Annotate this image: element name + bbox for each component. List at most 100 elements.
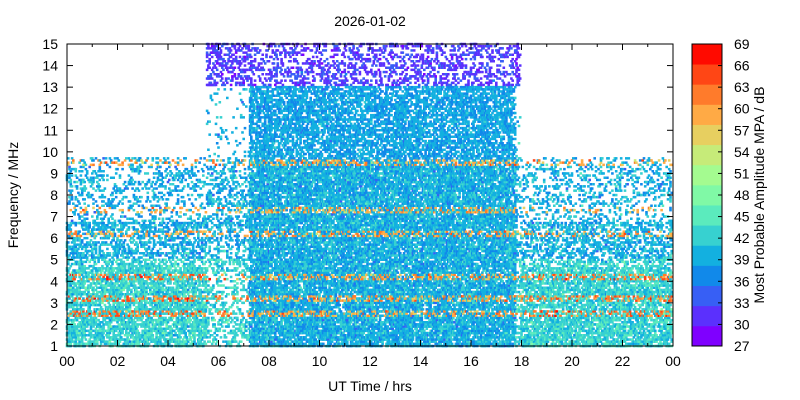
heatmap-cell bbox=[195, 226, 199, 229]
heatmap-cell bbox=[144, 264, 147, 268]
heatmap-cell bbox=[122, 224, 126, 227]
heatmap-cell bbox=[98, 295, 102, 298]
heatmap-cell bbox=[82, 198, 85, 201]
heatmap-cell bbox=[228, 340, 232, 343]
heatmap-cell bbox=[145, 334, 148, 337]
heatmap-cell bbox=[117, 239, 121, 242]
heatmap-cell bbox=[217, 297, 220, 300]
heatmap-cell bbox=[122, 269, 126, 272]
heatmap-cell bbox=[179, 303, 182, 307]
heatmap-cell bbox=[210, 295, 214, 298]
heatmap-cell bbox=[123, 340, 127, 343]
heatmap-cell bbox=[188, 290, 191, 294]
heatmap-cell bbox=[166, 301, 170, 305]
heatmap-cell bbox=[154, 217, 157, 220]
heatmap-cell bbox=[223, 277, 227, 281]
heatmap-cell bbox=[106, 308, 109, 311]
heatmap-cell bbox=[79, 159, 83, 162]
heatmap-cell bbox=[183, 200, 186, 203]
heatmap-cell bbox=[120, 260, 123, 264]
heatmap-cell bbox=[176, 288, 180, 292]
heatmap-cell bbox=[162, 211, 166, 214]
heatmap-cell bbox=[122, 303, 126, 307]
heatmap-cell bbox=[135, 310, 138, 313]
heatmap-cell bbox=[202, 305, 205, 309]
heatmap-cell bbox=[106, 234, 109, 238]
heatmap-cell bbox=[213, 79, 216, 82]
heatmap-cell bbox=[127, 338, 131, 341]
heatmap-cell bbox=[111, 200, 114, 203]
heatmap-cell bbox=[205, 195, 209, 199]
heatmap-cell bbox=[194, 249, 198, 253]
heatmap-cell bbox=[72, 249, 75, 253]
heatmap-cell bbox=[82, 282, 85, 285]
heatmap-cell bbox=[204, 277, 208, 281]
heatmap-cell bbox=[232, 301, 235, 305]
heatmap-cell bbox=[162, 271, 166, 274]
heatmap-cell bbox=[82, 159, 85, 162]
heatmap-cell bbox=[131, 310, 134, 313]
heatmap-cell bbox=[145, 183, 148, 186]
heatmap-cell bbox=[150, 221, 153, 225]
heatmap-cell bbox=[157, 258, 161, 261]
heatmap-cell bbox=[219, 70, 223, 74]
heatmap-cell bbox=[112, 176, 115, 179]
heatmap-cell bbox=[174, 185, 177, 188]
heatmap-cell bbox=[202, 297, 205, 300]
heatmap-cell bbox=[84, 334, 88, 337]
heatmap-cell bbox=[217, 321, 220, 324]
heatmap-cell bbox=[190, 219, 194, 223]
heatmap-cell bbox=[84, 271, 88, 274]
heatmap-cell bbox=[202, 170, 205, 173]
heatmap-cell bbox=[178, 170, 181, 173]
heatmap-cell bbox=[80, 170, 84, 173]
heatmap-cell bbox=[214, 342, 218, 346]
heatmap-cell bbox=[179, 293, 182, 296]
heatmap-cell bbox=[164, 243, 167, 246]
heatmap-cell bbox=[112, 293, 115, 296]
heatmap-cell bbox=[218, 312, 222, 315]
heatmap-cell bbox=[203, 256, 206, 259]
heatmap-cell bbox=[227, 323, 230, 326]
heatmap-cell bbox=[127, 277, 131, 281]
heatmap-cell bbox=[127, 267, 131, 270]
heatmap-cell bbox=[118, 174, 122, 177]
heatmap-cell bbox=[109, 243, 113, 246]
heatmap-cell bbox=[205, 198, 209, 201]
heatmap-cell bbox=[190, 310, 194, 313]
heatmap-cell bbox=[198, 284, 201, 287]
heatmap-cell bbox=[209, 329, 213, 333]
heatmap-cell bbox=[137, 172, 141, 175]
heatmap-cell bbox=[162, 308, 166, 311]
heatmap-cell bbox=[199, 327, 203, 330]
heatmap-cell bbox=[200, 241, 204, 244]
heatmap-cell bbox=[108, 331, 112, 335]
heatmap-cell bbox=[74, 230, 78, 233]
heatmap-cell bbox=[136, 200, 139, 203]
heatmap-cell bbox=[82, 299, 85, 302]
heatmap-cell bbox=[217, 204, 220, 207]
heatmap-cell bbox=[232, 286, 235, 289]
heatmap-cell bbox=[136, 329, 139, 333]
heatmap-cell bbox=[87, 195, 90, 199]
heatmap-cell bbox=[195, 213, 199, 216]
heatmap-cell bbox=[112, 252, 115, 255]
heatmap-cell bbox=[78, 325, 81, 328]
heatmap-cell bbox=[84, 280, 88, 283]
heatmap-cell bbox=[133, 297, 137, 300]
heatmap-cell bbox=[231, 269, 234, 272]
heatmap-cell bbox=[189, 176, 192, 179]
heatmap-cell bbox=[137, 318, 141, 322]
heatmap-cell bbox=[84, 318, 88, 322]
heatmap-cell bbox=[174, 323, 177, 326]
heatmap-cell bbox=[96, 204, 99, 207]
heatmap-cell bbox=[155, 286, 158, 289]
heatmap-cell bbox=[180, 331, 184, 335]
heatmap-cell bbox=[164, 170, 167, 173]
heatmap-cell bbox=[75, 290, 79, 294]
heatmap-cell bbox=[106, 163, 109, 167]
heatmap-cell bbox=[224, 198, 228, 201]
heatmap-cell bbox=[106, 336, 109, 339]
heatmap-cell bbox=[181, 303, 185, 307]
heatmap-cell bbox=[180, 273, 184, 277]
